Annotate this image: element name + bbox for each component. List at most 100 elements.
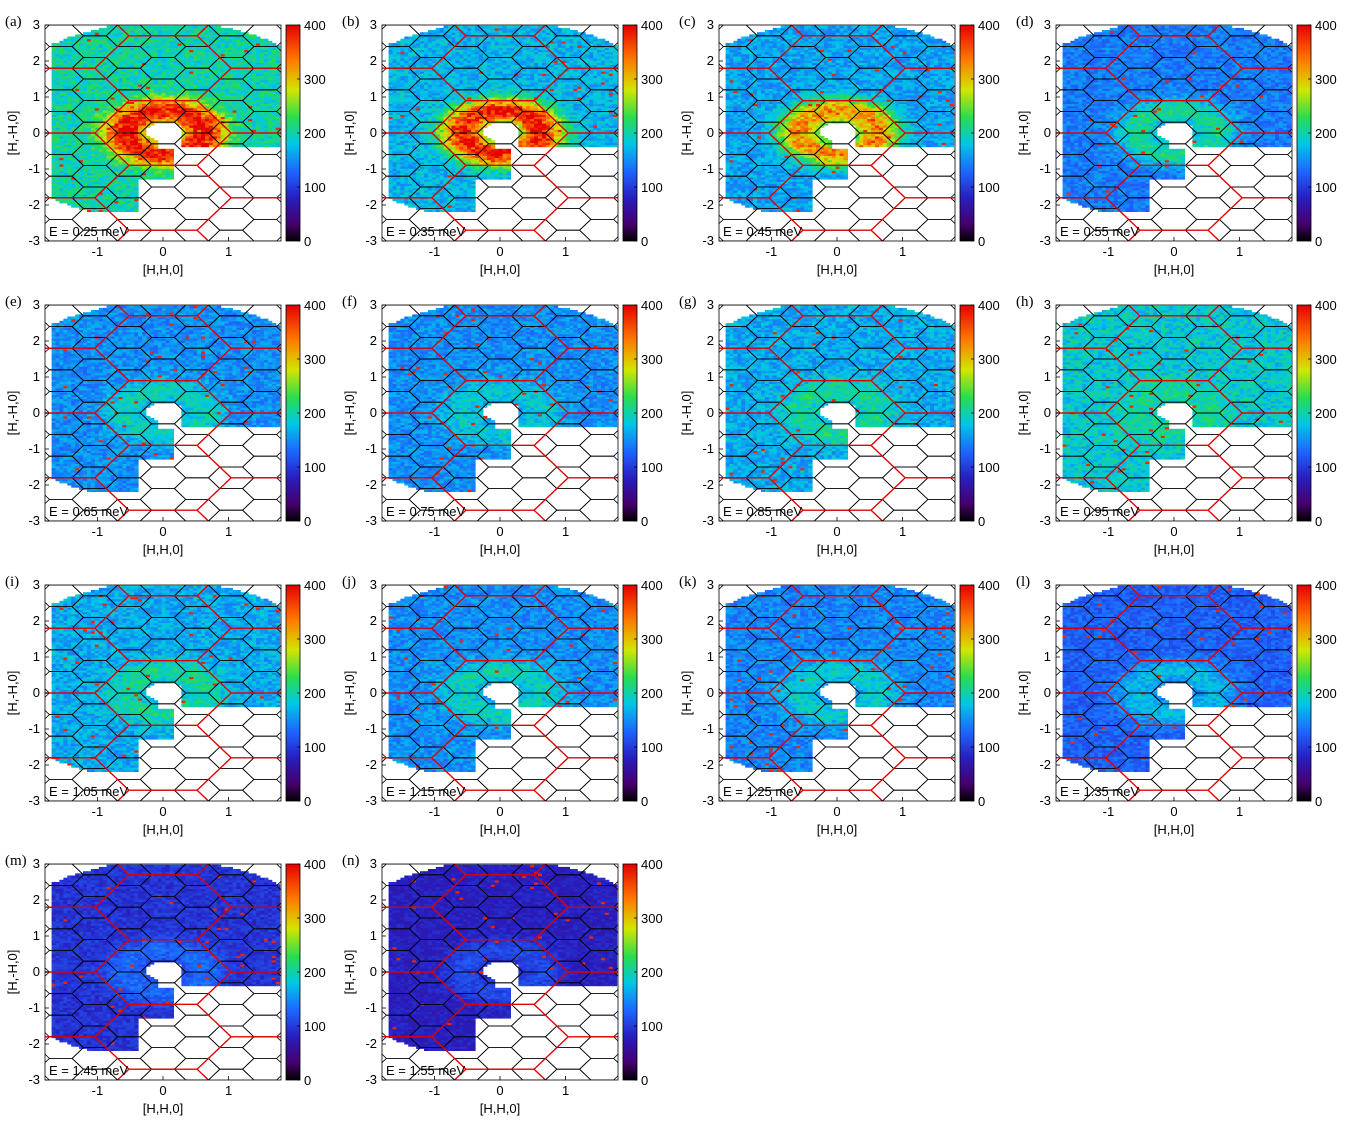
y-tick-label: 0	[33, 405, 40, 420]
colorbar-tick-label: 400	[641, 578, 663, 593]
y-tick-label: -3	[365, 513, 377, 528]
x-tick-label: -1	[92, 804, 104, 819]
y-tick-label: -3	[28, 793, 40, 808]
colorbar-tick-label: 300	[304, 72, 326, 87]
x-axis-label: [H,H,0]	[143, 262, 183, 277]
colorbar-tick-label: 100	[1315, 740, 1337, 755]
panel-l: 3 2 1 0 -1 -2 -3 -1 0 1 [H,H,0] [H,-H,0] (l) E = 1.35…	[1016, 574, 1337, 837]
y-tick-label: -3	[702, 793, 714, 808]
y-tick-label: 2	[33, 892, 40, 907]
energy-label: E = 1.45 meV	[49, 1063, 128, 1078]
colorbar-tick-label: 300	[641, 632, 663, 647]
colorbar-tick-label: 0	[641, 794, 648, 809]
heatmap-pixels	[725, 25, 955, 212]
colorbar-tick-label: 100	[641, 740, 663, 755]
colorbar-tick-label: 100	[978, 460, 1000, 475]
x-axis-label: [H,H,0]	[480, 822, 520, 837]
y-tick-label: -3	[1039, 233, 1051, 248]
y-axis-label: [H,-H,0]	[5, 950, 20, 995]
y-tick-label: 2	[370, 892, 377, 907]
y-tick-label: 2	[707, 613, 714, 628]
colorbar-tick-label: 300	[304, 632, 326, 647]
colorbar-tick-label: 300	[1315, 72, 1337, 87]
y-tick-label: 3	[707, 17, 714, 32]
y-tick-label: -1	[28, 721, 40, 736]
y-tick-label: 1	[33, 369, 40, 384]
energy-label: E = 0.35 meV	[386, 224, 465, 239]
y-tick-label: -3	[365, 233, 377, 248]
panel-letter: (e)	[5, 294, 22, 310]
brillouin-zones	[719, 585, 955, 801]
colorbar-tick-label: 100	[641, 1019, 663, 1034]
y-tick-label: 2	[370, 53, 377, 68]
colorbar-tick-label: 200	[304, 965, 326, 980]
y-tick-label: 1	[370, 928, 377, 943]
x-axis-label: [H,H,0]	[1154, 822, 1194, 837]
y-tick-label: 1	[370, 89, 377, 104]
y-tick-label: 1	[1044, 369, 1051, 384]
y-tick-label: 1	[33, 89, 40, 104]
y-tick-label: -1	[702, 161, 714, 176]
brillouin-zones	[382, 25, 618, 241]
panel-m: 3 2 1 0 -1 -2 -3 -1 0 1 [H,H,0] [H,-H,0] (m) E = 1.45…	[5, 853, 326, 1116]
colorbar-tick-label: 200	[304, 126, 326, 141]
y-tick-label: -2	[1039, 757, 1051, 772]
y-tick-label: -1	[365, 161, 377, 176]
y-tick-label: 2	[1044, 53, 1051, 68]
colorbar-tick-label: 400	[641, 18, 663, 33]
y-tick-label: 3	[370, 856, 377, 871]
x-tick-label: 0	[159, 524, 166, 539]
x-tick-label: -1	[92, 244, 104, 259]
panel-letter: (n)	[342, 853, 360, 869]
y-tick-label: 2	[33, 53, 40, 68]
y-tick-label: 2	[33, 613, 40, 628]
colorbar-tick-label: 0	[1315, 234, 1322, 249]
y-tick-label: -1	[365, 721, 377, 736]
panel-letter: (b)	[342, 14, 360, 30]
y-tick-label: 3	[33, 17, 40, 32]
y-axis-label: [H,-H,0]	[679, 391, 694, 436]
colorbar-tick-label: 0	[304, 794, 311, 809]
colorbar-tick-label: 300	[978, 352, 1000, 367]
y-tick-label: 0	[370, 125, 377, 140]
y-axis-label: [H,-H,0]	[342, 950, 357, 995]
brillouin-zones	[45, 585, 281, 801]
colorbar-tick-label: 100	[304, 1019, 326, 1034]
y-tick-label: 2	[370, 333, 377, 348]
energy-label: E = 1.55 meV	[386, 1063, 465, 1078]
y-tick-label: 2	[707, 53, 714, 68]
x-tick-label: 0	[1170, 244, 1177, 259]
panel-letter: (h)	[1016, 294, 1034, 310]
y-tick-label: -1	[1039, 441, 1051, 456]
panel-letter: (m)	[5, 853, 27, 869]
colorbar-tick-label: 0	[304, 514, 311, 529]
colorbar-tick-label: 200	[1315, 406, 1337, 421]
x-tick-label: 1	[899, 524, 906, 539]
y-tick-label: -2	[365, 197, 377, 212]
y-tick-label: 0	[1044, 405, 1051, 420]
colorbar-tick-label: 300	[304, 911, 326, 926]
heatmap-pixels	[725, 585, 955, 772]
y-tick-label: 0	[370, 685, 377, 700]
colorbar-tick-label: 200	[641, 965, 663, 980]
energy-label: E = 1.05 meV	[49, 784, 128, 799]
panel-letter: (c)	[679, 14, 696, 30]
y-axis-label: [H,-H,0]	[342, 391, 357, 436]
y-tick-label: -3	[1039, 793, 1051, 808]
x-axis-label: [H,H,0]	[817, 822, 857, 837]
energy-label: E = 0.25 meV	[49, 224, 128, 239]
y-tick-label: 3	[370, 577, 377, 592]
panel-letter: (l)	[1016, 574, 1030, 590]
y-tick-label: 1	[1044, 89, 1051, 104]
x-tick-label: -1	[92, 1083, 104, 1098]
colorbar-tick-label: 0	[641, 514, 648, 529]
y-tick-label: 3	[33, 856, 40, 871]
y-tick-label: -2	[28, 197, 40, 212]
panel-letter: (j)	[342, 574, 356, 590]
y-tick-label: 0	[33, 125, 40, 140]
y-axis-label: [H,-H,0]	[679, 671, 694, 716]
y-tick-label: -2	[28, 757, 40, 772]
colorbar-tick-label: 300	[978, 632, 1000, 647]
colorbar-tick-label: 100	[978, 740, 1000, 755]
colorbar-tick-label: 400	[304, 298, 326, 313]
